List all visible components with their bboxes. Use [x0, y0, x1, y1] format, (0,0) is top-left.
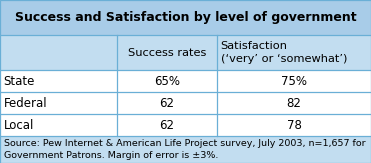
Bar	[0, 35, 371, 70]
Bar	[0, 136, 371, 163]
Bar	[0, 92, 371, 114]
Bar	[0, 70, 371, 92]
Bar	[0, 0, 371, 35]
Text: Success and Satisfaction by level of government: Success and Satisfaction by level of gov…	[15, 11, 356, 24]
Text: Satisfaction
(‘very’ or ‘somewhat’): Satisfaction (‘very’ or ‘somewhat’)	[221, 41, 347, 64]
Text: 62: 62	[160, 119, 174, 132]
Text: 78: 78	[286, 119, 302, 132]
Text: State: State	[4, 75, 35, 88]
Text: 62: 62	[160, 97, 174, 110]
Text: 82: 82	[286, 97, 302, 110]
Text: 75%: 75%	[281, 75, 307, 88]
Text: 65%: 65%	[154, 75, 180, 88]
Text: Federal: Federal	[4, 97, 47, 110]
Text: Success rates: Success rates	[128, 48, 206, 58]
Bar	[0, 114, 371, 136]
Text: Local: Local	[4, 119, 34, 132]
Text: Source: Pew Internet & American Life Project survey, July 2003, n=1,657 for
Gove: Source: Pew Internet & American Life Pro…	[4, 139, 365, 160]
